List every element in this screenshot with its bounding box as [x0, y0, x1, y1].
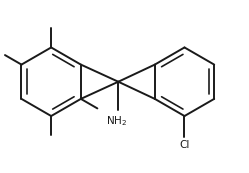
Text: NH$_2$: NH$_2$: [106, 114, 127, 128]
Text: Cl: Cl: [179, 140, 190, 150]
